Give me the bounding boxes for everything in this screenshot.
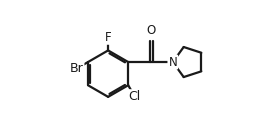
Text: Cl: Cl bbox=[129, 90, 141, 103]
Text: O: O bbox=[147, 24, 156, 37]
Text: N: N bbox=[168, 55, 177, 69]
Text: Br: Br bbox=[70, 62, 84, 75]
Text: F: F bbox=[105, 31, 111, 44]
